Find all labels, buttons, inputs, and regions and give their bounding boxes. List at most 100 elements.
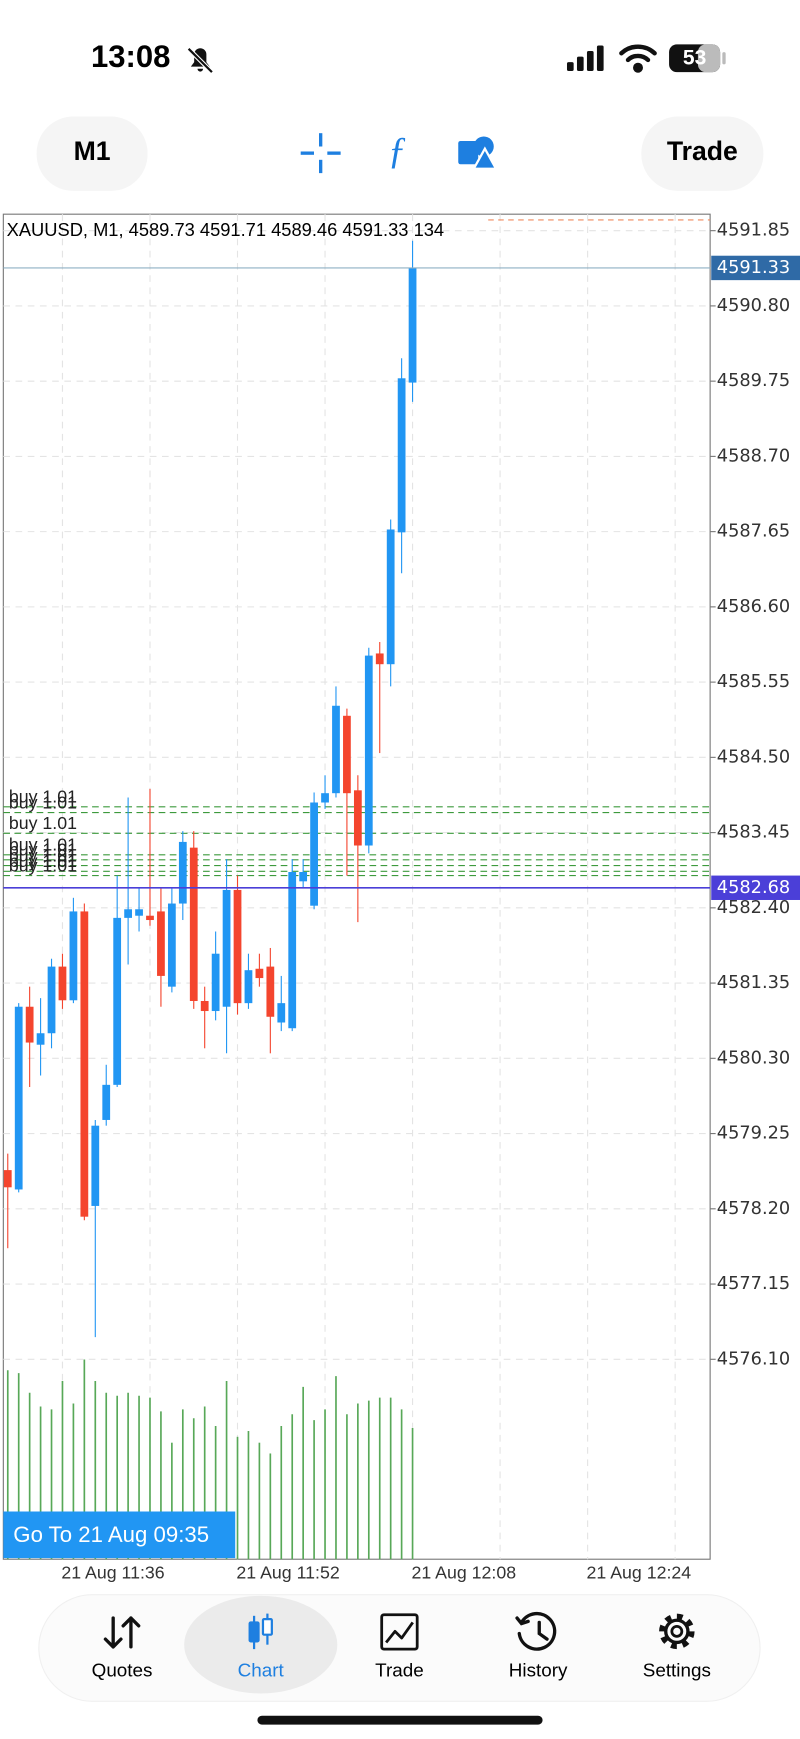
chart-header: XAUUSD, M1, 4589.73 4591.71 4589.46 4591…: [7, 219, 444, 240]
y-tick-label: 4586.60: [717, 597, 790, 617]
order-label: buy 1.01: [9, 835, 77, 855]
history-icon: [515, 1611, 557, 1651]
order-label: buy 1.01: [9, 851, 77, 871]
order-label: buy 1.01: [9, 840, 77, 860]
status-time: 13:08: [91, 39, 170, 74]
candle-body: [233, 889, 242, 1004]
trade-pill: [641, 116, 764, 191]
candle-body: [255, 968, 264, 979]
y-tick-label: 4581.35: [717, 973, 790, 993]
y-tick-label: 4582.40: [717, 898, 790, 918]
candle-body: [80, 911, 89, 1217]
objects-button[interactable]: [458, 136, 498, 170]
mute-icon: [187, 47, 214, 74]
nav-trade[interactable]: Trade: [375, 1613, 424, 1681]
timeframe-label: M1: [74, 136, 111, 166]
y-tick-label: 4580.30: [717, 1048, 790, 1068]
x-tick-label: 21 Aug 11:52: [236, 1562, 339, 1582]
candle-body: [102, 1084, 111, 1120]
candle-body: [299, 872, 308, 882]
battery-level: 53: [683, 46, 706, 69]
trade-button[interactable]: Trade: [641, 116, 764, 191]
candle-body: [222, 889, 231, 1007]
candle-body: [310, 802, 318, 906]
crosshair-button[interactable]: [300, 133, 341, 174]
y-tick-label: 4585.55: [717, 672, 790, 692]
goto-bg: [3, 1511, 236, 1559]
x-tick-label: 21 Aug 12:24: [586, 1562, 691, 1582]
candle-body: [343, 715, 351, 794]
order-label: buy 1.01: [9, 845, 77, 865]
symbol: XAUUSD, M1,: [7, 219, 124, 240]
y-tick-label: 4583.45: [717, 823, 790, 843]
indicators-button[interactable]: ƒ: [388, 130, 407, 172]
nav-selected: [184, 1595, 338, 1694]
last-close: 4591.33: [342, 219, 408, 240]
y-tick-label: 4576.10: [717, 1349, 790, 1369]
y-tick-label: 4579.25: [717, 1124, 790, 1144]
nav-quotes[interactable]: Quotes: [92, 1616, 153, 1680]
candle-body: [244, 970, 253, 1004]
order-label: buy 1.01: [9, 792, 77, 812]
candle-body: [157, 911, 165, 976]
price-line-label: 4582.68: [717, 878, 790, 898]
nav-label: Settings: [643, 1659, 711, 1680]
y-tick-label: 4588.70: [717, 446, 790, 466]
candle-body: [124, 909, 132, 918]
y-tick-label: 4587.65: [717, 522, 790, 542]
goto-button[interactable]: Go To 21 Aug 09:35: [3, 1511, 236, 1559]
nav-label: Trade: [375, 1659, 424, 1680]
candle-body: [3, 1170, 12, 1188]
chart-icon: [248, 1613, 273, 1650]
home-indicator: [257, 1715, 543, 1725]
last-high: 4591.71: [200, 219, 266, 240]
order-label: buy 1.01: [9, 855, 77, 875]
nav-history[interactable]: History: [509, 1611, 568, 1681]
candle-body: [266, 966, 275, 1017]
candle-body: [113, 917, 122, 1085]
chart: 4591.85 4590.80 4589.75 4588.70 4587.65 4586.…: [3, 214, 800, 1582]
candle-body: [321, 793, 329, 803]
candle-body: [408, 267, 417, 383]
y-tick-label: 4578.20: [717, 1199, 790, 1219]
indicator-icon: ƒ: [388, 130, 407, 172]
chart-frame: [2, 213, 711, 1560]
candle-body: [288, 872, 297, 1029]
nav-settings[interactable]: Settings: [643, 1613, 711, 1680]
y-tick-label: 4577.15: [717, 1274, 790, 1294]
price-line-box: [711, 875, 800, 900]
last-low: 4589.46: [271, 219, 337, 240]
candle-body: [146, 915, 154, 921]
candle-body: [25, 1006, 34, 1043]
candle-body: [14, 1006, 23, 1190]
battery-icon: 53: [669, 44, 726, 73]
signal-icon: [566, 45, 604, 72]
candle-body: [386, 529, 395, 665]
order-label: buy 1.01: [9, 787, 77, 807]
nav-label: History: [509, 1659, 568, 1680]
last-open: 4589.73: [129, 219, 195, 240]
nav-label: Quotes: [92, 1659, 153, 1680]
candle-body: [277, 1003, 286, 1023]
timeframe-button[interactable]: M1: [36, 116, 148, 191]
bid-label: 4591.33: [717, 258, 790, 278]
candle-body: [36, 1033, 45, 1045]
nav-chart[interactable]: Chart: [238, 1613, 285, 1681]
candle-body: [353, 790, 362, 846]
candle-body: [189, 847, 198, 1001]
candle-body: [332, 705, 340, 794]
nav-label: Chart: [238, 1659, 285, 1680]
x-tick-label: 21 Aug 12:08: [411, 1562, 516, 1582]
candle-body: [167, 903, 176, 987]
candle-body: [47, 966, 56, 1034]
order-label: buy 1.01: [9, 813, 77, 833]
candle-body: [69, 911, 78, 1001]
bid-box: [711, 255, 800, 281]
trade-icon: [380, 1613, 419, 1651]
trade-label: Trade: [667, 136, 738, 166]
y-tick-label: 4590.80: [717, 296, 790, 316]
candle-body: [211, 953, 220, 1012]
